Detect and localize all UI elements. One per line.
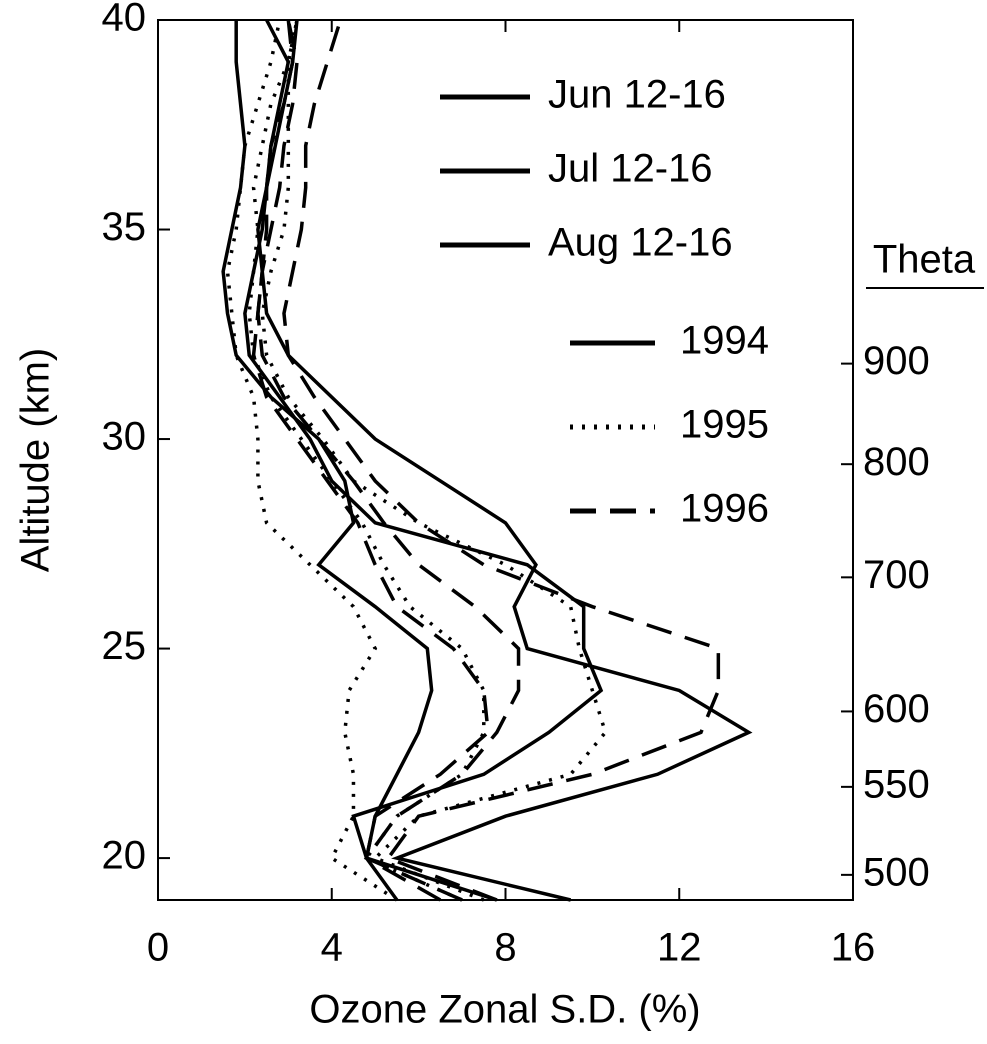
profile-line	[256, 19, 521, 902]
x-tick-label: 0	[147, 926, 169, 970]
y2-tick-label: 700	[863, 553, 930, 597]
legend-label: 1994	[680, 319, 769, 363]
profile-line	[260, 19, 608, 902]
y-tick-label: 40	[102, 0, 147, 40]
y2-tick-label: 800	[863, 440, 930, 484]
y-tick-label: 25	[102, 624, 147, 668]
profile-line	[256, 19, 753, 902]
y2-tick-label: 600	[863, 687, 930, 731]
y2-axis-label: Theta	[873, 238, 976, 282]
y2-tick-label: 500	[863, 850, 930, 894]
y2-tick-label: 550	[863, 762, 930, 806]
y-tick-label: 35	[102, 205, 147, 249]
x-tick-label: 8	[494, 926, 516, 970]
x-tick-label: 4	[321, 926, 343, 970]
profile-line	[282, 19, 721, 902]
y2-tick-label: 900	[863, 339, 930, 383]
legend-label: Jul 12-16	[548, 147, 713, 191]
y-tick-label: 20	[102, 834, 147, 878]
x-tick-label: 12	[657, 926, 702, 970]
profile-line	[243, 19, 604, 902]
legend-label: Aug 12-16	[548, 221, 733, 265]
legend-label: 1995	[680, 403, 769, 447]
x-tick-label: 16	[831, 926, 876, 970]
y-axis-label: Altitude (km)	[14, 348, 58, 573]
profile-line	[221, 20, 434, 902]
y-tick-label: 30	[102, 415, 147, 459]
legend-label: Jun 12-16	[548, 73, 726, 117]
plot-frame	[157, 19, 854, 901]
profile-line	[251, 19, 490, 902]
legend-label: 1996	[680, 487, 769, 531]
x-axis-label: Ozone Zonal S.D. (%)	[309, 988, 700, 1032]
